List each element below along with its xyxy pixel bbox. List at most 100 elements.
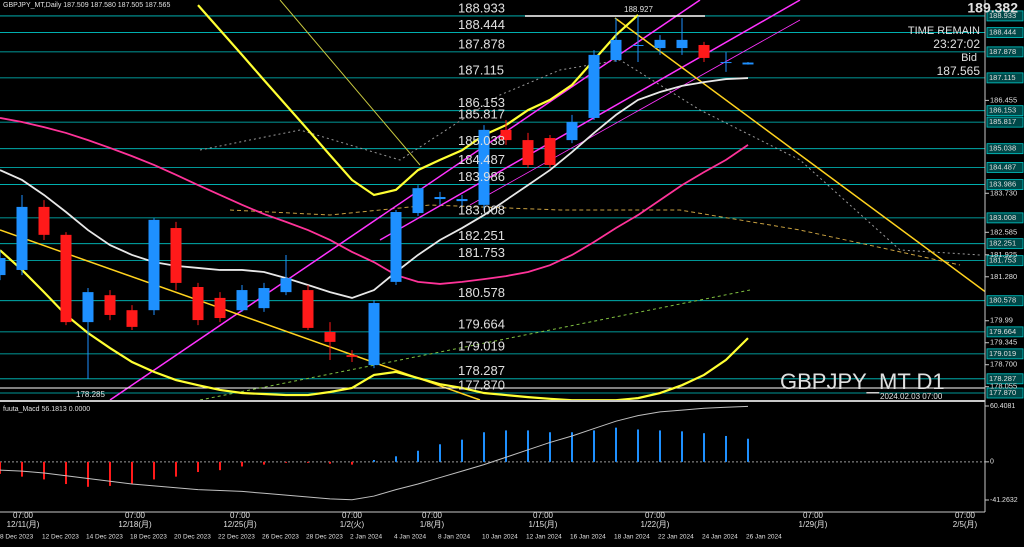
level-label: 181.753: [458, 245, 505, 260]
macd-bar: [307, 461, 309, 463]
dashed-average: [229, 204, 961, 266]
level-label: 180.578: [458, 285, 505, 300]
date-label: 1/15(月): [529, 520, 558, 529]
macd-bar: [747, 438, 749, 462]
macd-bar: [241, 461, 243, 467]
candle-body: [676, 39, 688, 49]
level-label: 179.019: [458, 338, 505, 353]
axes: [0, 0, 1024, 513]
candle-body: [698, 44, 710, 58]
symbol-label: GBPJPY_MT D1: [780, 369, 945, 394]
price-box: [986, 326, 1024, 338]
price-box-label: 183.008: [989, 213, 1016, 222]
price-box: [986, 238, 1024, 250]
indicator-lines: [0, 4, 749, 400]
candle-body: [588, 54, 600, 118]
envelope-line: [279, 0, 421, 166]
macd-bar: [285, 461, 287, 463]
y-tick-label: 181.925: [990, 250, 1017, 259]
macd-bar: [593, 430, 595, 462]
macd-bar: [373, 460, 375, 462]
price-box-label: 186.153: [989, 106, 1016, 115]
candle-body: [566, 122, 578, 141]
x-tick-label: 22 Jan 2024: [658, 534, 694, 541]
price-box-label: 185.817: [989, 117, 1016, 126]
macd-bar: [351, 461, 353, 465]
price-box-label: 180.578: [989, 296, 1016, 305]
x-tick-label: 14 Dec 2023: [86, 534, 123, 541]
candle-body: [632, 44, 644, 46]
candle-body: [412, 188, 424, 214]
x-tick-label: 12 Jan 2024: [526, 534, 562, 541]
date-label: 1/22(月): [641, 520, 670, 529]
level-label: 178.287: [458, 363, 505, 378]
date-label: 1/2(火): [340, 520, 365, 529]
price-box: [986, 255, 1024, 267]
time-label: 07:00: [803, 511, 824, 520]
candle-body: [214, 297, 226, 319]
price-box: [986, 387, 1024, 399]
x-tick-label: 18 Jan 2024: [614, 534, 650, 541]
x-tick-label: 8 Dec 2023: [0, 534, 34, 541]
x-tick-label: 18 Dec 2023: [130, 534, 167, 541]
price-box: [986, 212, 1024, 224]
price-box: [986, 373, 1024, 385]
date-label: 12/18(月): [118, 520, 152, 529]
top-price: 189.382: [967, 0, 1018, 16]
price-box: [986, 162, 1024, 173]
candle-body: [324, 331, 336, 342]
x-tick-label: 10 Jan 2024: [482, 534, 518, 541]
candle-body: [258, 288, 270, 309]
x-tick-label: 20 Dec 2023: [174, 534, 211, 541]
x-tick-label: 24 Jan 2024: [702, 534, 738, 541]
price-box-label: 182.251: [989, 239, 1016, 248]
candle-body: [478, 129, 490, 205]
x-tick-label: 12 Dec 2023: [42, 534, 79, 541]
y-tick-label: 186.455: [990, 95, 1017, 104]
macd-bar: [395, 456, 397, 462]
time-label: 07:00: [955, 511, 976, 520]
macd-bar: [109, 461, 111, 486]
price-box-label: 179.664: [989, 327, 1016, 336]
timestamp: 2024.02.03 07:00: [880, 392, 943, 401]
candle-body: [38, 206, 50, 235]
trend-line: [0, 229, 481, 400]
time-label: 07:00: [645, 511, 666, 520]
price-box: [986, 116, 1024, 128]
candle-body: [302, 290, 314, 328]
time-label: 07:00: [533, 511, 554, 520]
macd-bar: [21, 461, 23, 477]
macd-bar: [439, 444, 441, 462]
level-label: 183.986: [458, 169, 505, 184]
level-label: 184.487: [458, 152, 505, 167]
time-label: 07:00: [342, 511, 363, 520]
candle-body: [126, 310, 138, 327]
channel-line: [379, 0, 801, 241]
macd-bar: [703, 433, 705, 462]
level-label: 186.153: [458, 95, 505, 110]
candle-body: [654, 39, 666, 49]
time-label: 07:00: [13, 511, 34, 520]
macd-panel: [0, 405, 985, 501]
candle-body: [104, 295, 116, 315]
candle-body: [82, 292, 94, 323]
channel-line: [109, 0, 701, 400]
price-box: [986, 46, 1024, 58]
x-tick-label: 22 Dec 2023: [218, 534, 255, 541]
candle-body: [346, 355, 358, 357]
time-remain: 23:27:02: [933, 37, 980, 51]
level-label: 183.008: [458, 202, 505, 217]
date-label: 2/5(月): [953, 520, 978, 529]
candle-body: [368, 303, 380, 366]
price-box-label: 185.038: [989, 144, 1016, 153]
macd-bar: [131, 461, 133, 485]
x-tick-label: 26 Dec 2023: [262, 534, 299, 541]
candle-body: [500, 129, 512, 141]
price-box-label: 187.115: [989, 73, 1016, 82]
macd-title: fuuta_Macd 56.1813 0.0000: [3, 406, 90, 413]
macd-bar: [571, 432, 573, 462]
price-box: [986, 348, 1024, 360]
macd-bar: [175, 461, 177, 477]
price-box-label: 188.444: [989, 28, 1016, 37]
